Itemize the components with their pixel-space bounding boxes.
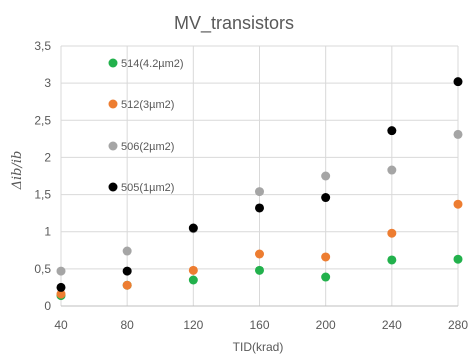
data-point-series-2 — [122, 246, 132, 256]
x-tick-label: 40 — [54, 318, 68, 332]
y-tick-label: 3,5 — [34, 39, 51, 53]
x-tick-label: 240 — [382, 318, 402, 332]
data-point-series-1 — [387, 228, 397, 238]
y-tick-label: 1,5 — [34, 188, 51, 202]
data-point-series-2 — [56, 266, 66, 276]
y-axis-label: Δib/ib — [10, 151, 25, 191]
x-axis-label: TID(krad) — [233, 340, 284, 354]
data-point-series-3 — [453, 77, 463, 87]
x-tick-label: 120 — [183, 318, 203, 332]
data-point-series-2 — [255, 187, 264, 197]
y-tick-label: 2 — [44, 150, 51, 164]
data-point-series-1 — [122, 280, 132, 290]
legend-label: 505(1µm2) — [121, 182, 174, 194]
y-tick-label: 0,5 — [34, 262, 51, 276]
legend: 514(4.2µm2) 512(3µm2) 506(2µm2) 505(1µm2) — [108, 58, 184, 194]
x-tick-label: 200 — [316, 318, 336, 332]
chart-title: MV_transistors — [174, 13, 294, 34]
legend-label: 506(2µm2) — [121, 141, 174, 153]
data-point-series-2 — [453, 129, 463, 139]
data-point-series-1 — [453, 199, 463, 209]
data-point-series-3 — [188, 223, 198, 233]
legend-marker — [108, 58, 118, 68]
data-point-series-3 — [387, 126, 397, 136]
data-point-series-0 — [453, 254, 463, 264]
legend-label: 514(4.2µm2) — [121, 58, 184, 70]
data-point-series-1 — [56, 289, 66, 299]
data-point-series-0 — [188, 275, 198, 285]
x-tick-label: 160 — [249, 318, 269, 332]
x-tick-label: 80 — [120, 318, 134, 332]
data-point-series-1 — [321, 252, 331, 262]
data-point-series-0 — [387, 255, 397, 265]
x-tick-label: 280 — [448, 318, 468, 332]
y-tick-label: 2,5 — [34, 113, 51, 127]
data-point-series-0 — [321, 272, 331, 282]
data-point-series-1 — [255, 249, 264, 259]
y-tick-label: 0 — [44, 299, 51, 313]
data-point-series-0 — [255, 265, 264, 275]
y-tick-label: 3 — [44, 76, 51, 90]
data-point-series-1 — [188, 265, 198, 275]
data-point-series-3 — [255, 203, 264, 213]
data-point-series-3 — [321, 193, 331, 203]
legend-marker — [108, 141, 118, 151]
data-point-series-2 — [387, 165, 397, 175]
x-axis-ticks: 40 80 120 160 200 240 280 — [54, 318, 468, 332]
data-point-series-2 — [321, 171, 331, 181]
legend-label: 512(3µm2) — [121, 99, 174, 111]
data-point-series-3 — [56, 282, 66, 292]
legend-marker — [108, 182, 118, 192]
y-tick-label: 1 — [44, 225, 51, 239]
legend-marker — [108, 99, 118, 109]
data-point-series-3 — [122, 266, 132, 276]
data-points — [56, 77, 463, 301]
y-axis-ticks: 0 0,5 1 1,5 2 2,5 3 3,5 — [34, 39, 51, 313]
